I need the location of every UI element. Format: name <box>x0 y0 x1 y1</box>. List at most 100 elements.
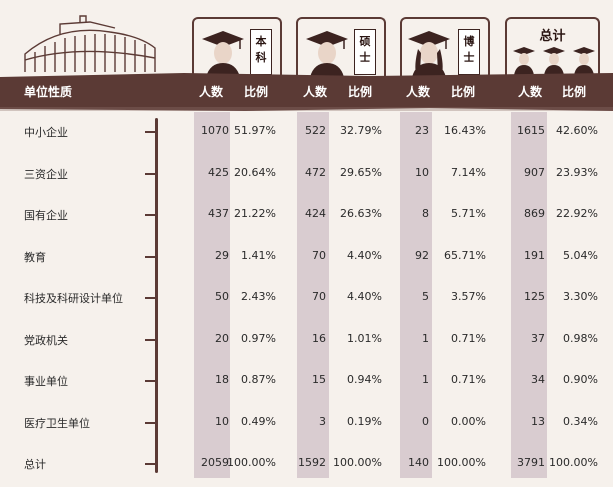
ratio-cell: 0.34% <box>563 415 598 428</box>
ratio-cell: 4.40% <box>347 249 382 262</box>
graduate-cap-icon <box>202 31 244 77</box>
row-tick <box>145 422 157 424</box>
ratio-cell: 21.22% <box>234 207 276 220</box>
ratio-cell: 0.94% <box>347 373 382 386</box>
count-cell: 29 <box>215 249 229 262</box>
ratio-cell: 4.40% <box>347 290 382 303</box>
master-count-highlight <box>297 112 329 478</box>
ratio-cell: 0.19% <box>347 415 382 428</box>
row-tick <box>145 297 157 299</box>
total-count-highlight <box>511 112 547 478</box>
count-cell: 0 <box>422 415 429 428</box>
count-cell: 15 <box>312 373 326 386</box>
ratio-cell: 2.43% <box>241 290 276 303</box>
ratio-cell: 100.00% <box>227 456 276 469</box>
ratio-cell: 23.93% <box>556 166 598 179</box>
ratio-cell: 42.60% <box>556 124 598 137</box>
row-tick <box>145 173 157 175</box>
count-cell: 10 <box>215 415 229 428</box>
count-cell: 50 <box>215 290 229 303</box>
graduate-cap-icon <box>306 31 348 77</box>
row-tick <box>145 380 157 382</box>
ratio-cell: 0.71% <box>451 332 486 345</box>
ratio-cell: 0.98% <box>563 332 598 345</box>
ratio-cell: 100.00% <box>437 456 486 469</box>
total-card: 总计 <box>505 17 600 77</box>
count-cell: 5 <box>422 290 429 303</box>
count-cell: 472 <box>305 166 326 179</box>
ratio-cell: 65.71% <box>444 249 486 262</box>
row-label: 医疗卫生单位 <box>24 417 90 430</box>
count-cell: 1 <box>422 332 429 345</box>
row-label: 教育 <box>24 251 46 264</box>
count-cell: 2059 <box>201 456 229 469</box>
count-cell: 70 <box>312 249 326 262</box>
ratio-cell: 100.00% <box>333 456 382 469</box>
count-cell: 10 <box>415 166 429 179</box>
header-undergrad-ratio: 比例 <box>244 85 269 99</box>
header-doctor-count: 人数 <box>406 85 431 99</box>
header-total-count: 人数 <box>518 85 543 99</box>
total-card-title: 总计 <box>539 29 566 44</box>
master-tag: 硕士 <box>354 29 376 75</box>
count-cell: 437 <box>208 207 229 220</box>
ratio-cell: 1.41% <box>241 249 276 262</box>
row-label: 三资企业 <box>24 168 68 181</box>
header-band-shadow <box>0 107 613 111</box>
ratio-cell: 0.97% <box>241 332 276 345</box>
count-cell: 1615 <box>517 124 545 137</box>
row-label: 中小企业 <box>24 126 68 139</box>
graduates-group-icon <box>513 47 595 75</box>
header-master-ratio: 比例 <box>348 85 373 99</box>
row-label: 国有企业 <box>24 209 68 222</box>
count-cell: 191 <box>524 249 545 262</box>
doctor-tag: 博士 <box>458 29 480 75</box>
undergrad-card: 本科 <box>192 17 282 77</box>
undergrad-count-highlight <box>194 112 230 478</box>
ratio-cell: 100.00% <box>549 456 598 469</box>
ratio-cell: 51.97% <box>234 124 276 137</box>
doctor-card: 博士 <box>400 17 490 77</box>
ratio-cell: 0.90% <box>563 373 598 386</box>
header-total-ratio: 比例 <box>562 85 587 99</box>
row-tick <box>145 256 157 258</box>
ratio-cell: 3.30% <box>563 290 598 303</box>
count-cell: 20 <box>215 332 229 345</box>
doctor-count-highlight <box>400 112 432 478</box>
row-tick <box>145 214 157 216</box>
count-cell: 34 <box>531 373 545 386</box>
row-label: 事业单位 <box>24 375 68 388</box>
count-cell: 18 <box>215 373 229 386</box>
master-card: 硕士 <box>296 17 386 77</box>
ratio-cell: 3.57% <box>451 290 486 303</box>
header-band <box>0 73 613 111</box>
row-axis-line <box>155 118 158 473</box>
row-label: 党政机关 <box>24 334 68 347</box>
ratio-cell: 32.79% <box>340 124 382 137</box>
header-doctor-ratio: 比例 <box>451 85 476 99</box>
header-unit-type: 单位性质 <box>24 85 73 99</box>
count-cell: 16 <box>312 332 326 345</box>
ratio-cell: 5.71% <box>451 207 486 220</box>
count-cell: 907 <box>524 166 545 179</box>
count-cell: 92 <box>415 249 429 262</box>
header-undergrad-count: 人数 <box>199 85 224 99</box>
count-cell: 1592 <box>298 456 326 469</box>
ratio-cell: 0.00% <box>451 415 486 428</box>
count-cell: 425 <box>208 166 229 179</box>
ratio-cell: 0.87% <box>241 373 276 386</box>
count-cell: 125 <box>524 290 545 303</box>
count-cell: 3791 <box>517 456 545 469</box>
ratio-cell: 26.63% <box>340 207 382 220</box>
ratio-cell: 1.01% <box>347 332 382 345</box>
ratio-cell: 5.04% <box>563 249 598 262</box>
count-cell: 424 <box>305 207 326 220</box>
row-tick <box>145 339 157 341</box>
header-master-count: 人数 <box>303 85 328 99</box>
count-cell: 23 <box>415 124 429 137</box>
count-cell: 1 <box>422 373 429 386</box>
count-cell: 13 <box>531 415 545 428</box>
count-cell: 522 <box>305 124 326 137</box>
graduate-cap-icon <box>408 31 450 77</box>
